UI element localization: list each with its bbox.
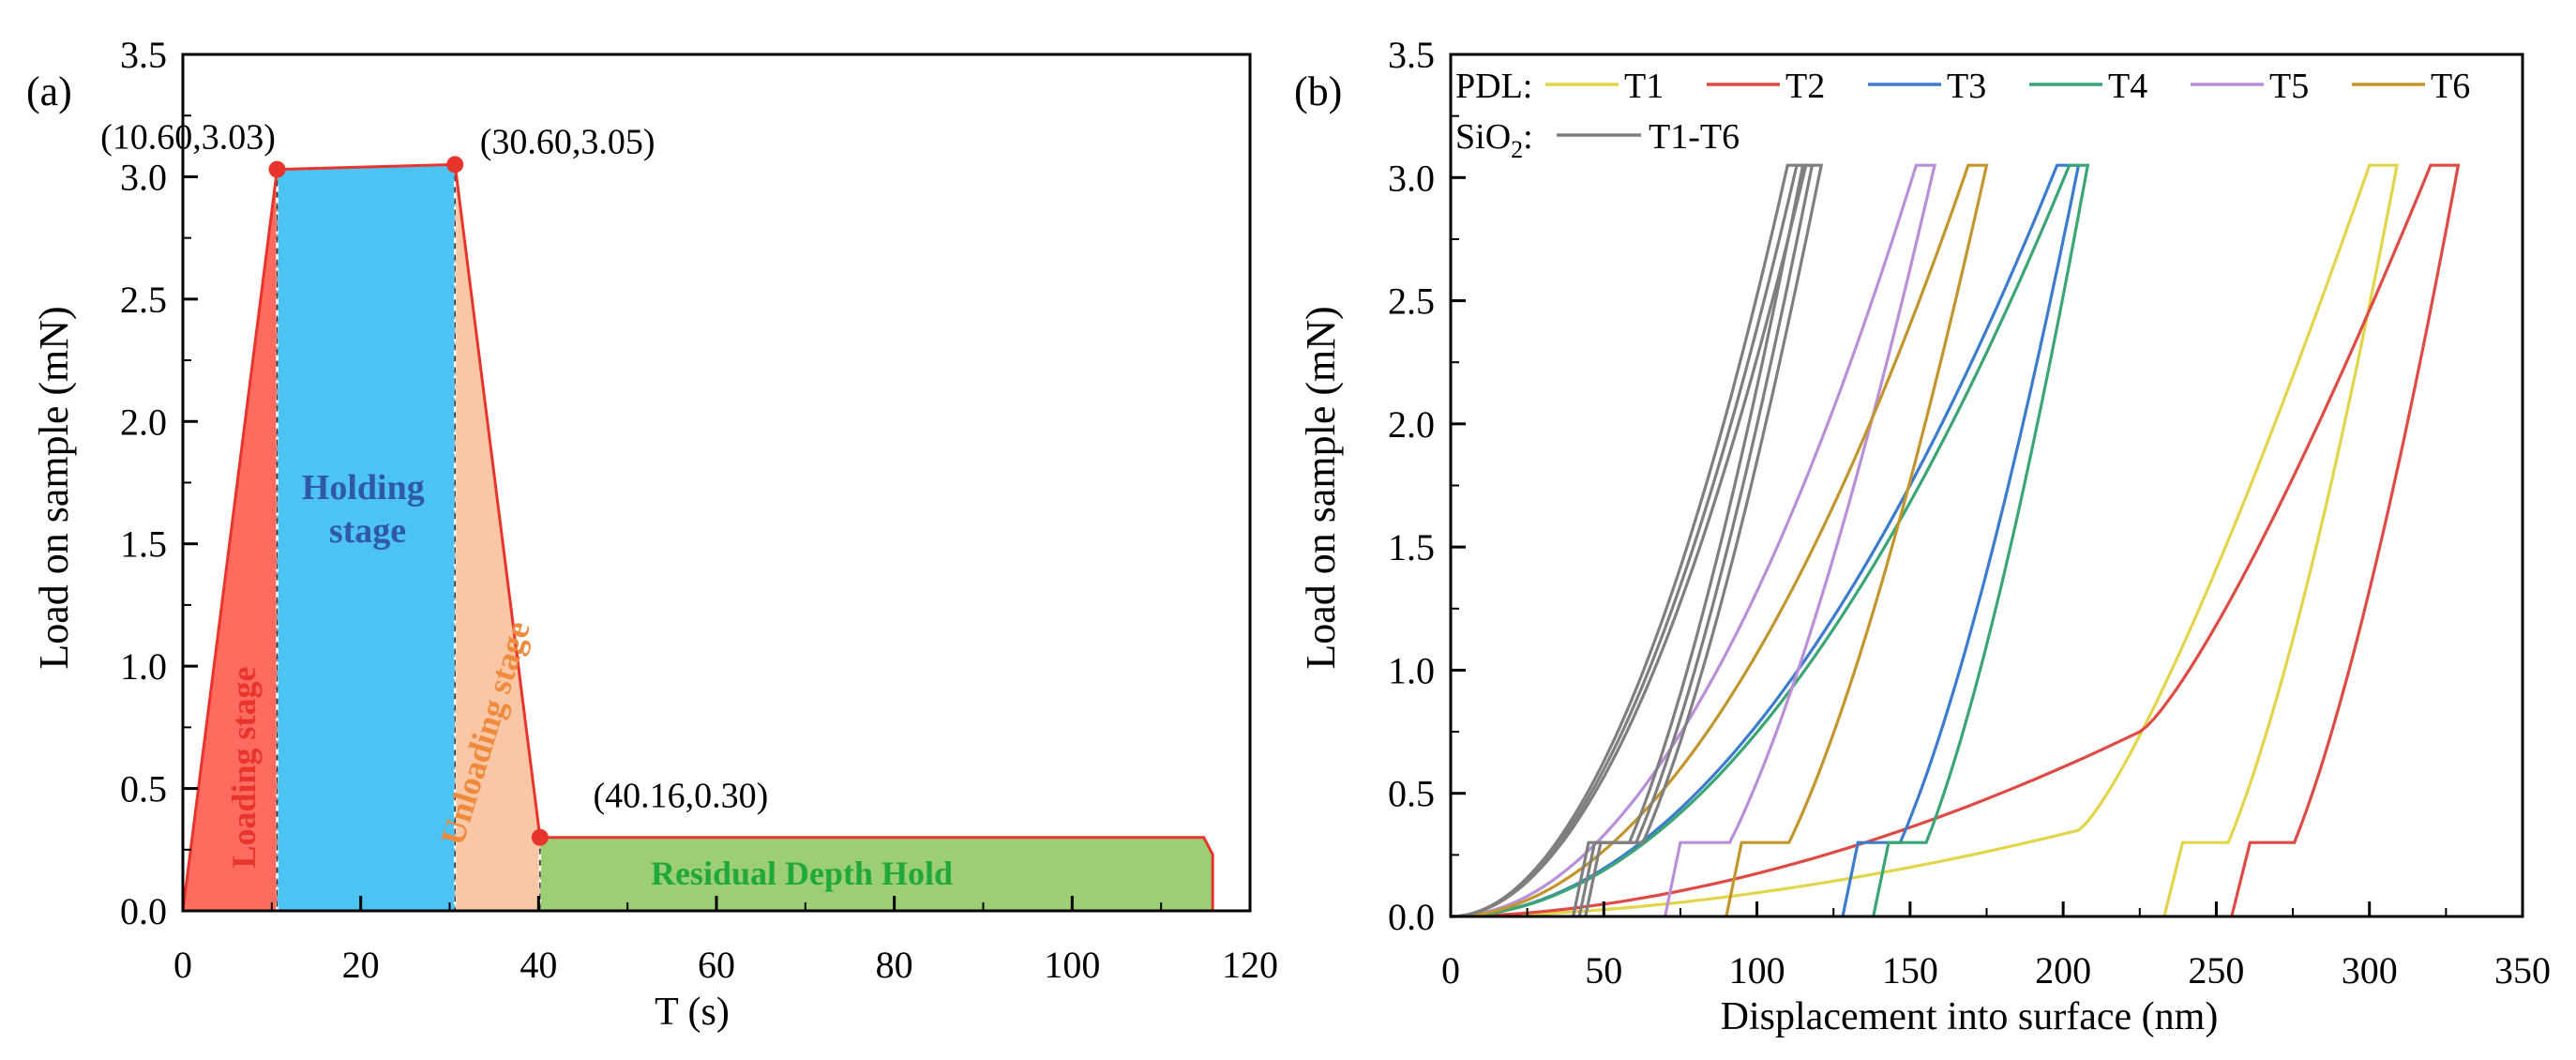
legend-label-t3: T3	[1947, 67, 1986, 106]
profile-points: (10.60,3.03) (30.60,3.05) (40.16,0.30)	[100, 118, 768, 846]
legend-label-t4: T4	[2108, 67, 2147, 106]
stage-label-holding-line2: stage	[329, 511, 406, 551]
panel-a: (a) 0 20 40 60 80 100 120 0.0 0.5 1.0 1.5 2.0 2.5 3.0…	[26, 34, 1278, 1034]
y-tick-label: 3.5	[120, 34, 167, 76]
y-tick-label: 1.0	[1388, 649, 1435, 691]
x-tick-label: 250	[2188, 949, 2244, 992]
indentation-curves	[1450, 163, 2461, 918]
y-axis-label-b: Load on sample (mN)	[1298, 306, 1344, 669]
y-tick-label: 3.0	[120, 156, 167, 198]
curve-t3	[1450, 163, 2081, 918]
ticks-a: 0 20 40 60 80 100 120 0.0 0.5 1.0 1.5 2.0 2.5 3.0 3.5	[120, 34, 1278, 986]
panel-a-label: (a)	[26, 68, 72, 114]
legend-label-t1: T1	[1624, 67, 1664, 106]
panel-b: (b) 0 50 100 150 200 250 300 350 0.0 0.5 1.0 1.5 2.0…	[1294, 34, 2551, 1038]
y-tick-label: 2.0	[120, 401, 167, 443]
legend-label-t2: T2	[1785, 67, 1825, 106]
y-tick-label: 2.5	[120, 279, 167, 321]
stage-areas	[183, 164, 1213, 912]
holding-stage-area	[277, 164, 456, 911]
x-axis-label-a: T (s)	[655, 991, 730, 1034]
profile-point	[268, 160, 286, 178]
point-label: (40.16,0.30)	[593, 777, 768, 816]
x-tick-label: 20	[342, 944, 380, 986]
x-axis-label-b: Displacement into surface (nm)	[1721, 995, 2219, 1038]
point-label: (10.60,3.03)	[100, 118, 276, 158]
y-tick-label: 2.5	[1388, 280, 1435, 323]
curve-t6	[1450, 163, 1989, 918]
x-tick-label: 60	[698, 944, 735, 986]
profile-point	[446, 156, 464, 174]
x-tick-label: 300	[2342, 949, 2398, 992]
curve-t5	[1450, 163, 1937, 918]
curve-t2	[1450, 163, 2461, 918]
y-tick-label: 1.0	[120, 645, 167, 688]
legend: PDL: SiO2: T1 T2 T3 T4 T5 T6 T1-T6	[1455, 67, 2470, 163]
ticks-b: 0 50 100 150 200 250 300 350 0.0 0.5 1.0 1.5 2.0 2.5 3…	[1388, 34, 2551, 992]
y-tick-label: 1.5	[120, 523, 167, 566]
legend-label-sio2: T1-T6	[1649, 117, 1740, 157]
x-tick-label: 40	[520, 944, 557, 986]
y-tick-label: 3.5	[1388, 34, 1435, 76]
y-tick-label: 2.0	[1388, 403, 1435, 446]
y-axis-label-a: Load on sample (mN)	[31, 306, 77, 669]
legend-sio2-prefix: SiO2:	[1455, 117, 1533, 163]
legend-label-t5: T5	[2269, 67, 2309, 106]
legend-pdl-prefix: PDL:	[1455, 67, 1532, 106]
y-tick-label: 0.0	[1388, 896, 1435, 938]
curve-sio2-t1-t6-b	[1450, 163, 1815, 918]
point-label: (30.60,3.05)	[480, 122, 655, 161]
y-tick-label: 0.0	[120, 890, 167, 932]
profile-point	[531, 828, 549, 846]
stage-label-loading: Loading stage	[225, 666, 263, 868]
stage-label-holding: Holding stage	[302, 468, 433, 551]
y-tick-label: 3.0	[1388, 157, 1435, 199]
y-tick-label: 0.5	[120, 768, 167, 810]
unloading-stage-area	[455, 164, 540, 911]
curve-t1	[1450, 163, 2400, 918]
y-tick-label: 1.5	[1388, 526, 1435, 568]
stage-label-residual: Residual Depth Hold	[651, 855, 953, 892]
panel-b-label: (b)	[1294, 68, 1342, 114]
x-tick-label: 120	[1222, 944, 1278, 986]
curve-sio2-t1-t6-c	[1450, 163, 1824, 918]
x-tick-label: 100	[1044, 944, 1100, 986]
legend-label-t6: T6	[2431, 67, 2470, 106]
x-tick-label: 200	[2035, 949, 2091, 992]
curve-t4	[1450, 163, 2090, 918]
x-tick-label: 0	[173, 944, 192, 986]
curve-sio2-t1-t6-a	[1450, 163, 1805, 918]
x-tick-label: 50	[1585, 949, 1622, 992]
x-tick-label: 0	[1441, 949, 1460, 992]
x-tick-label: 350	[2494, 949, 2551, 992]
x-tick-label: 100	[1729, 949, 1785, 992]
residual-stage-area	[539, 837, 1213, 911]
x-tick-label: 150	[1882, 949, 1938, 992]
y-tick-label: 0.5	[1388, 773, 1435, 815]
x-tick-label: 80	[876, 944, 913, 986]
